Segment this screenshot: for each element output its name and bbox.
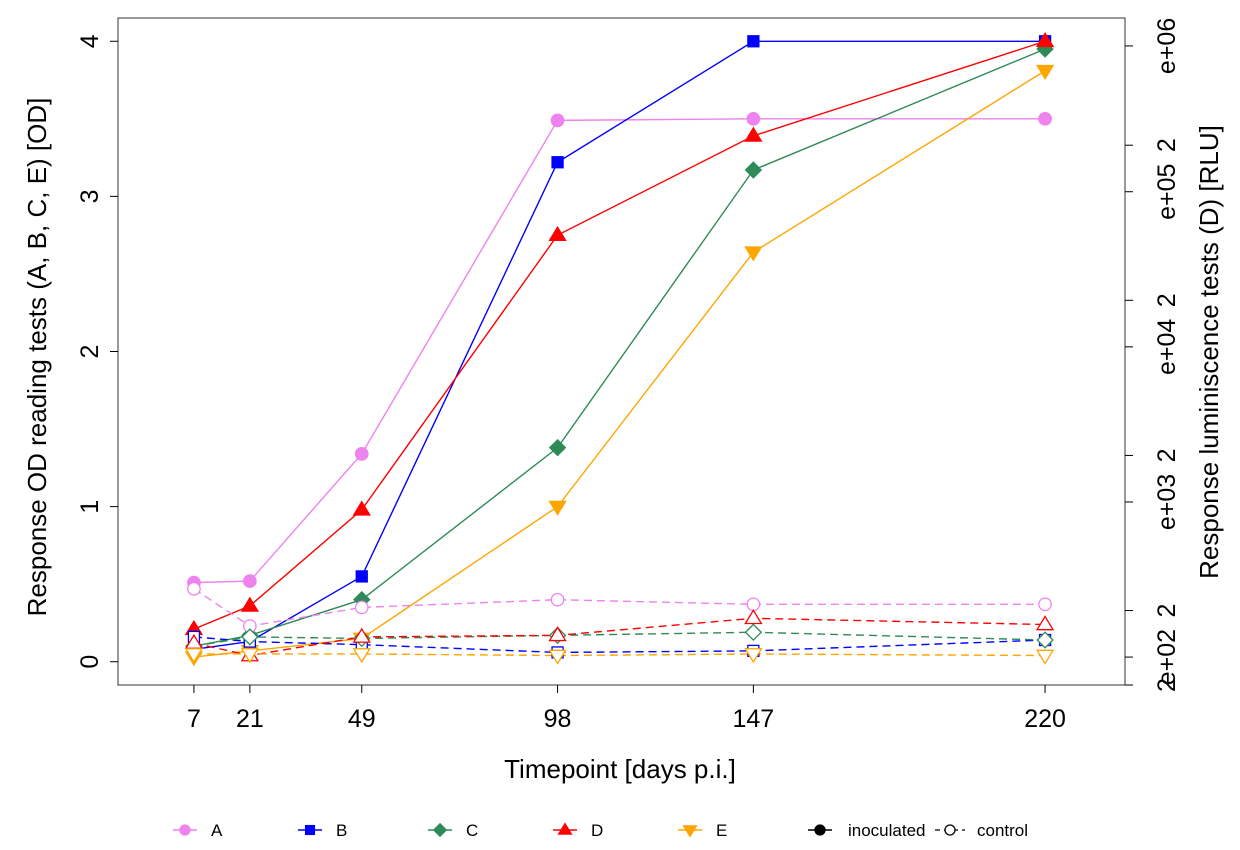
series-line-control-a	[193, 588, 1046, 627]
data-point-inoculated-c	[744, 161, 763, 179]
legend-label-inoculated: inoculated	[848, 821, 926, 840]
y-left-tick-label: 1	[76, 500, 104, 514]
data-point-inoculated-e	[744, 246, 763, 262]
x-tick-label: 49	[348, 705, 376, 733]
series-line-inoculated-a	[193, 118, 1046, 584]
y-right-tick-label: e+04	[1153, 319, 1181, 375]
data-point-control-a	[550, 592, 565, 607]
data-point-control-a	[746, 597, 761, 612]
legend-label-control: control	[977, 821, 1028, 840]
data-point-inoculated-c	[548, 438, 567, 457]
y-right-tick-label: 2	[1153, 293, 1181, 307]
data-point-inoculated-a	[1038, 111, 1052, 126]
legend-marker-d	[557, 822, 573, 835]
y-right-tick-label: 2	[1153, 604, 1181, 618]
legend-marker-control	[944, 824, 956, 836]
x-tick-label: 147	[733, 705, 775, 733]
data-point-inoculated-a	[354, 447, 369, 461]
y-left-tick-label: 2	[76, 345, 104, 359]
data-point-control-e	[240, 648, 260, 664]
data-point-inoculated-d	[240, 596, 260, 612]
legend-label-a: A	[211, 821, 223, 840]
data-point-control-a	[354, 600, 369, 615]
data-point-control-d	[548, 626, 567, 642]
y-right-tick-label: e+02	[1153, 629, 1181, 685]
legend-marker-b	[304, 824, 316, 836]
data-point-inoculated-d	[1035, 32, 1055, 48]
series-line-inoculated-c	[193, 48, 1046, 647]
series-line-control-d	[193, 617, 1046, 657]
y-right-tick-label: e+05	[1153, 164, 1181, 220]
legend-marker-inoculated	[814, 824, 826, 836]
data-point-inoculated-a	[550, 113, 565, 128]
x-axis-title: Timepoint [days p.i.]	[504, 754, 736, 784]
data-point-inoculated-d	[352, 500, 371, 516]
y-right-tick-label: 2	[1153, 678, 1181, 692]
y-right-tick-label: e+03	[1153, 474, 1181, 530]
legend-marker-c	[432, 822, 448, 838]
data-point-inoculated-b	[551, 156, 564, 169]
data-point-inoculated-d	[548, 225, 567, 242]
data-point-inoculated-e	[548, 500, 567, 516]
data-point-inoculated-e	[1035, 64, 1055, 80]
x-tick-label: 220	[1024, 705, 1066, 733]
y-right-tick-label: 2	[1153, 138, 1181, 152]
data-point-inoculated-d	[744, 126, 763, 142]
legend-label-e: E	[716, 821, 727, 840]
y-axis-right-title: Response luminiscence tests (D) [RLU]	[1194, 125, 1224, 579]
data-point-control-e	[548, 649, 567, 665]
plot-frame	[117, 17, 1126, 686]
data-point-inoculated-b	[355, 570, 368, 583]
x-tick-label: 7	[187, 705, 201, 733]
data-point-control-e	[1035, 649, 1055, 665]
series-line-control-e	[193, 653, 1046, 657]
data-point-control-c	[241, 628, 259, 646]
data-point-control-d	[744, 609, 763, 625]
legend-marker-a	[179, 824, 191, 836]
data-point-inoculated-a	[243, 574, 257, 588]
data-point-inoculated-a	[746, 111, 761, 126]
data-point-control-c	[1036, 631, 1054, 649]
data-point-inoculated-b	[747, 35, 760, 48]
data-point-control-c	[744, 623, 763, 641]
x-tick-label: 21	[236, 705, 264, 733]
legend-label-c: C	[466, 821, 478, 840]
series-line-control-c	[193, 631, 1046, 647]
y-left-tick-label: 4	[76, 34, 104, 48]
data-point-control-e	[352, 648, 371, 664]
y-left-tick-label: 0	[76, 655, 104, 669]
series-line-inoculated-e	[193, 70, 1046, 658]
x-tick-label: 98	[544, 705, 572, 733]
y-right-tick-label: e+06	[1153, 18, 1181, 74]
data-point-control-e	[744, 648, 763, 664]
legend-label-b: B	[336, 821, 347, 840]
y-axis-left-title: Response OD reading tests (A, B, C, E) […	[22, 98, 52, 617]
data-point-control-a	[1038, 597, 1052, 612]
data-point-control-d	[352, 627, 371, 643]
y-right-tick-label: 2	[1153, 448, 1181, 462]
series-line-inoculated-b	[193, 40, 1046, 651]
data-point-control-e	[184, 648, 204, 664]
data-point-control-d	[1035, 615, 1055, 631]
y-left-tick-label: 3	[76, 189, 104, 203]
series-line-control-b	[193, 636, 1046, 654]
legend-label-d: D	[591, 821, 603, 840]
data-point-control-a	[187, 581, 201, 596]
legend-marker-e	[682, 825, 698, 838]
series-line-inoculated-d	[193, 40, 1046, 630]
